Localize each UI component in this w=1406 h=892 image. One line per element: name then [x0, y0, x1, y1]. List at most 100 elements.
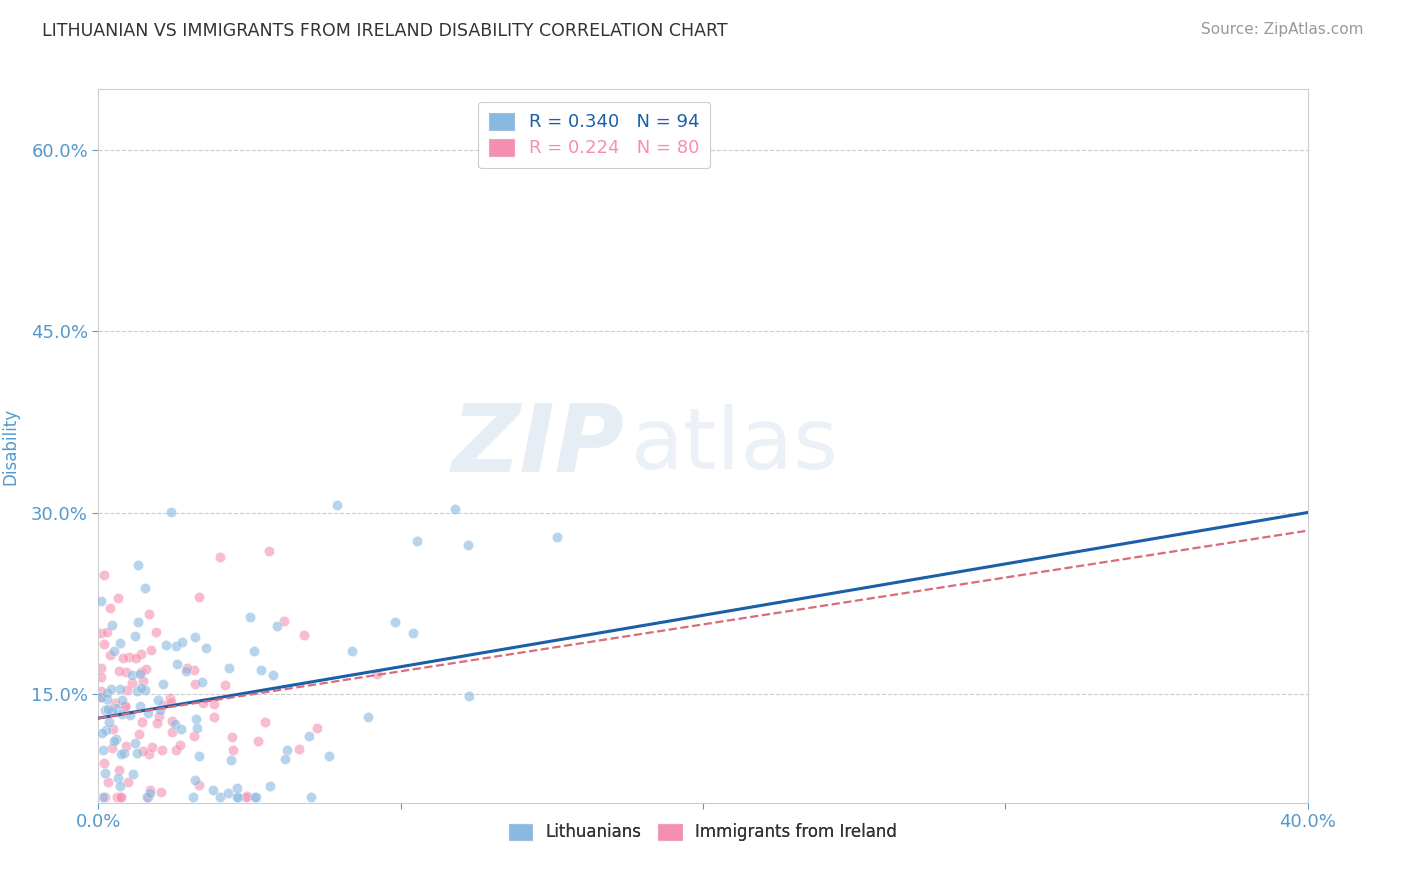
Immigrants from Ireland — [90, 690, 112, 705]
Immigrants from Ireland — [136, 789, 159, 804]
Immigrants from Ireland — [246, 733, 269, 747]
Immigrants from Ireland — [236, 789, 259, 804]
Immigrants from Ireland — [148, 709, 170, 723]
Lithuanians — [190, 675, 212, 690]
Immigrants from Ireland — [141, 739, 163, 754]
Lithuanians — [298, 729, 321, 743]
Immigrants from Ireland — [187, 590, 209, 604]
Lithuanians — [101, 704, 124, 718]
Immigrants from Ireland — [209, 550, 232, 565]
Lithuanians — [94, 723, 117, 737]
Immigrants from Ireland — [98, 648, 121, 663]
Lithuanians — [163, 716, 186, 731]
Lithuanians — [124, 736, 146, 750]
Immigrants from Ireland — [107, 591, 129, 605]
Lithuanians — [274, 752, 297, 766]
Immigrants from Ireland — [93, 756, 115, 771]
Lithuanians — [96, 691, 118, 706]
Immigrants from Ireland — [257, 543, 280, 558]
Immigrants from Ireland — [150, 742, 173, 756]
Lithuanians — [155, 638, 177, 652]
Immigrants from Ireland — [214, 678, 236, 692]
Immigrants from Ireland — [115, 665, 138, 679]
Lithuanians — [219, 753, 242, 767]
Lithuanians — [243, 643, 266, 657]
Lithuanians — [202, 783, 225, 797]
Lithuanians — [107, 771, 129, 785]
Lithuanians — [111, 692, 134, 706]
Immigrants from Ireland — [114, 699, 136, 714]
Lithuanians — [226, 789, 249, 804]
Lithuanians — [101, 617, 124, 632]
Immigrants from Ireland — [90, 683, 112, 698]
Lithuanians — [318, 748, 340, 763]
Lithuanians — [134, 683, 156, 698]
Text: atlas: atlas — [630, 404, 838, 488]
Immigrants from Ireland — [115, 739, 138, 753]
Immigrants from Ireland — [165, 742, 187, 756]
Lithuanians — [225, 789, 247, 804]
Text: Source: ZipAtlas.com: Source: ZipAtlas.com — [1201, 22, 1364, 37]
Lithuanians — [342, 644, 364, 658]
Lithuanians — [217, 786, 239, 800]
Text: LITHUANIAN VS IMMIGRANTS FROM IRELAND DISABILITY CORRELATION CHART: LITHUANIAN VS IMMIGRANTS FROM IRELAND DI… — [42, 22, 728, 40]
Lithuanians — [120, 708, 142, 723]
Lithuanians — [149, 703, 172, 717]
Immigrants from Ireland — [100, 740, 122, 755]
Immigrants from Ireland — [305, 721, 328, 735]
Lithuanians — [165, 639, 187, 653]
Immigrants from Ireland — [121, 676, 143, 690]
Lithuanians — [105, 731, 128, 746]
Lithuanians — [91, 725, 114, 739]
Lithuanians — [112, 746, 135, 760]
Lithuanians — [183, 789, 205, 804]
Lithuanians — [91, 789, 114, 804]
Immigrants from Ireland — [183, 663, 205, 677]
Lithuanians — [97, 701, 120, 715]
Immigrants from Ireland — [128, 727, 150, 741]
Lithuanians — [124, 629, 146, 643]
Lithuanians — [172, 634, 194, 648]
Lithuanians — [159, 505, 181, 519]
Lithuanians — [174, 664, 197, 678]
Immigrants from Ireland — [146, 716, 169, 731]
Lithuanians — [209, 789, 232, 804]
Immigrants from Ireland — [145, 624, 167, 639]
Immigrants from Ireland — [159, 695, 181, 709]
Lithuanians — [357, 710, 380, 724]
Immigrants from Ireland — [366, 667, 388, 681]
Lithuanians — [90, 594, 112, 608]
Immigrants from Ireland — [202, 697, 225, 711]
Lithuanians — [103, 644, 125, 658]
Immigrants from Ireland — [135, 662, 157, 676]
Lithuanians — [184, 630, 207, 644]
Lithuanians — [108, 779, 131, 793]
Lithuanians — [94, 703, 117, 717]
Immigrants from Ireland — [115, 683, 138, 698]
Lithuanians — [299, 789, 322, 804]
Immigrants from Ireland — [112, 650, 135, 665]
Lithuanians — [108, 635, 131, 649]
Lithuanians — [100, 681, 122, 696]
Lithuanians — [186, 721, 208, 735]
Lithuanians — [105, 701, 128, 715]
Immigrants from Ireland — [129, 647, 152, 661]
Lithuanians — [122, 766, 145, 780]
Lithuanians — [127, 615, 149, 629]
Text: ZIP: ZIP — [451, 400, 624, 492]
Lithuanians — [111, 706, 134, 721]
Lithuanians — [139, 786, 162, 800]
Immigrants from Ireland — [287, 741, 309, 756]
Immigrants from Ireland — [222, 743, 245, 757]
Lithuanians — [129, 666, 152, 681]
Immigrants from Ireland — [152, 698, 174, 712]
Lithuanians — [134, 582, 156, 596]
Lithuanians — [152, 677, 174, 691]
Immigrants from Ireland — [253, 714, 276, 729]
Immigrants from Ireland — [131, 714, 153, 729]
Immigrants from Ireland — [104, 696, 127, 710]
Immigrants from Ireland — [160, 714, 183, 728]
Lithuanians — [110, 747, 132, 761]
Lithuanians — [129, 698, 152, 713]
Immigrants from Ireland — [90, 626, 112, 640]
